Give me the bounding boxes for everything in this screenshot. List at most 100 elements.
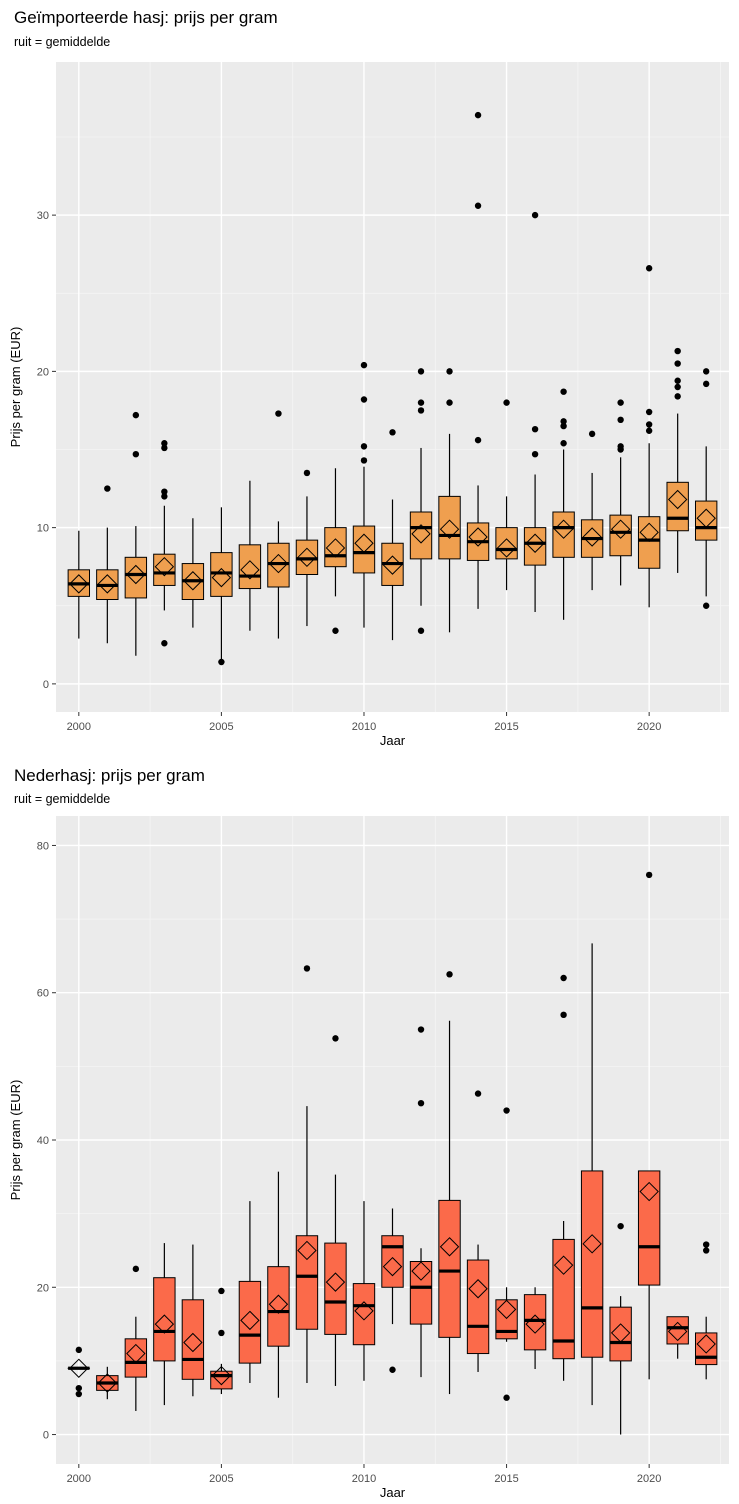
box-year-2008 — [295, 965, 319, 1383]
mean-diamond — [297, 1240, 317, 1261]
mean-diamond — [439, 519, 460, 539]
y-tick-label: 40 — [37, 1135, 49, 1147]
mean-diamond — [553, 1255, 574, 1275]
outlier-point — [446, 399, 453, 406]
mean-diamond — [525, 1314, 545, 1334]
box-iqr — [181, 1299, 205, 1380]
outlier-point — [303, 965, 311, 972]
mean-diamond — [240, 1310, 260, 1331]
box-iqr — [381, 1235, 404, 1288]
box-year-2003 — [153, 1243, 176, 1406]
x-tick-label: 2000 — [67, 721, 91, 733]
y-tick-label: 0 — [43, 679, 49, 691]
box-iqr — [352, 1283, 376, 1346]
box-iqr — [666, 481, 689, 532]
box-year-2011 — [381, 429, 404, 641]
box-iqr — [523, 527, 547, 566]
mean-diamond — [582, 527, 602, 547]
box-year-2017 — [552, 388, 575, 620]
y-axis-title: Prijs per gram (EUR) — [8, 1080, 23, 1201]
mean-diamond — [126, 564, 146, 585]
outlier-point — [161, 444, 168, 452]
mean-diamond — [354, 1301, 374, 1321]
mean-diamond — [382, 1256, 403, 1277]
mean-diamond — [639, 522, 659, 543]
x-tick-label: 2005 — [209, 721, 233, 733]
outlier-point — [645, 265, 653, 272]
box-iqr — [666, 1316, 689, 1345]
mean-diamond — [496, 1299, 517, 1320]
box-year-2014 — [466, 111, 490, 609]
mean-diamond — [211, 1365, 232, 1386]
outlier-point — [75, 1390, 83, 1398]
outlier-point — [360, 457, 368, 464]
chart-nederhasj: Nederhasj: prijs per gram ruit = gemidde… — [0, 752, 739, 1504]
outlier-point — [303, 469, 311, 477]
box-iqr — [552, 511, 575, 558]
x-tick-label: 2015 — [494, 721, 518, 733]
box-year-2012 — [409, 368, 433, 634]
x-tick-label: 2000 — [67, 1473, 91, 1485]
mean-diamond — [325, 538, 346, 558]
x-tick-label: 2010 — [352, 1473, 376, 1485]
box-iqr — [409, 511, 433, 560]
box-year-2017 — [552, 974, 575, 1381]
mean-diamond — [667, 489, 688, 510]
outlier-point — [674, 393, 681, 400]
y-tick-label: 10 — [37, 523, 49, 535]
outlier-point — [218, 1287, 225, 1295]
box-year-2009 — [324, 468, 347, 634]
box-year-2007 — [267, 1171, 290, 1398]
boxplot-svg: 0 20 40 60 80 2000 2005 2010 2015 2020 Jaar Prijs p… — [8, 816, 729, 1500]
mean-diamond — [69, 574, 89, 594]
chart-subtitle: ruit = gemiddelde — [14, 792, 111, 806]
outlier-point — [617, 416, 624, 424]
outlier-point — [360, 361, 368, 369]
box-iqr — [324, 527, 347, 568]
box-year-2019 — [609, 399, 632, 586]
outlier-point — [503, 1394, 510, 1401]
outlier-point — [417, 368, 425, 375]
box-iqr — [466, 1259, 490, 1355]
box-year-2003 — [153, 440, 176, 647]
box-iqr — [580, 1170, 604, 1358]
box-iqr — [124, 1338, 148, 1378]
chart-imported-hash: Geïmporteerde hasj: prijs per gram ruit … — [8, 8, 729, 748]
box-year-2022 — [694, 368, 718, 609]
x-tick-label: 2020 — [637, 721, 661, 733]
outlier-point — [275, 410, 282, 417]
outlier-point — [474, 1090, 482, 1097]
y-tick-label: 0 — [43, 1430, 49, 1442]
box-iqr — [295, 1235, 319, 1330]
mean-diamond — [667, 1321, 688, 1342]
outlier-point — [560, 388, 567, 395]
box-year-2020 — [637, 265, 661, 608]
outlier-point — [474, 202, 482, 209]
outlier-point — [75, 1384, 83, 1392]
y-tick-label: 20 — [37, 366, 49, 378]
chart-subtitle: ruit = gemiddelde — [14, 35, 111, 49]
outlier-point — [674, 383, 681, 391]
x-tick-label: 2020 — [637, 1473, 661, 1485]
outlier-point — [417, 627, 425, 634]
box-year-2014 — [466, 1090, 490, 1372]
box-year-2018 — [580, 943, 604, 1406]
mean-diamond — [439, 1237, 460, 1257]
box-year-2006 — [238, 1201, 262, 1383]
box-iqr — [438, 495, 461, 560]
y-tick-label: 30 — [37, 210, 49, 222]
outlier-point — [617, 399, 624, 406]
box-iqr — [609, 514, 632, 557]
outlier-point — [702, 380, 710, 388]
mean-diamond — [211, 567, 232, 588]
x-tick-label: 2005 — [209, 1473, 233, 1485]
box-year-2012 — [409, 1026, 433, 1378]
box-year-2022 — [694, 1241, 718, 1380]
box-iqr — [124, 556, 148, 599]
mean-diamond — [411, 1261, 431, 1281]
y-tick-label: 60 — [37, 988, 49, 1000]
outlier-point — [161, 493, 168, 500]
box-year-2004 — [181, 1244, 205, 1397]
mean-diamond — [97, 574, 118, 594]
box-year-2001 — [96, 1366, 119, 1400]
